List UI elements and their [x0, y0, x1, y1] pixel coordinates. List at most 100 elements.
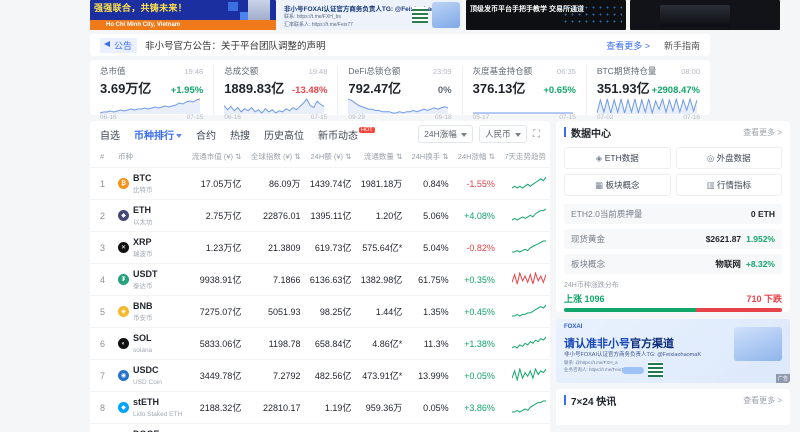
- metric-key: 现货黄金: [571, 234, 606, 244]
- col-header-2[interactable]: 流通市值 (¥) ⇅: [191, 152, 242, 161]
- tab-热搜[interactable]: 热搜: [230, 130, 250, 142]
- coin-name: solana: [133, 347, 153, 355]
- ad-banner-4[interactable]: [630, 0, 780, 30]
- stat-card-1[interactable]: 总成交额 19:48 1889.83亿 -13.48% 06-16 07-15: [213, 65, 337, 121]
- cell-volume24h: 482.56亿: [304, 359, 356, 392]
- coin-icon: ◆: [118, 210, 130, 222]
- table-row[interactable]: 3 ✕ XRP 瑞波币 1.23万亿 21.3809 619.73亿 575.6…: [90, 231, 550, 264]
- sidebar-ad-card[interactable]: FOXAI 请认准非小号官方渠道 非小号FOXAI认证官方商务负责人TG: @F…: [556, 319, 790, 383]
- metric-row[interactable]: ETH2.0当前质押量 0 ETH: [564, 204, 782, 224]
- cell-price: 22876.01: [245, 199, 305, 232]
- table-row[interactable]: 7 ◉ USDC USD Coin 3449.78亿 7.2792 482.56…: [90, 359, 550, 392]
- tab-合约[interactable]: 合约: [196, 130, 216, 142]
- announcement-more-link[interactable]: 查看更多 >: [606, 40, 650, 51]
- stat-card-4[interactable]: BTC期货持仓量 08:00 351.93亿 +2908.47% 07-02 07-1…: [585, 65, 710, 121]
- dc-button-行情指标[interactable]: ▥ 行情指标: [675, 174, 782, 196]
- tab-币种排行[interactable]: 币种排行: [134, 127, 182, 142]
- fullscreen-icon[interactable]: ⛶: [533, 128, 540, 140]
- coin-ranking-panel: 自选 币种排行 合约 热搜 历史高位 新币动态HOT 24H涨幅 人民币 ⛶ # 币种 流通市…: [90, 121, 550, 432]
- currency-select[interactable]: 人民币: [479, 125, 527, 143]
- tab-自选[interactable]: 自选: [100, 130, 120, 142]
- stat-start-date: 05-17: [472, 114, 490, 121]
- announcement-tag: 公告: [100, 37, 138, 53]
- cell-supply: 1981.18万: [355, 166, 407, 200]
- table-row[interactable]: 4 ₮ USDT 泰达币 9938.91亿 7.1866 6136.63亿 13…: [90, 263, 550, 296]
- col-header-1: 币种: [118, 152, 134, 161]
- cell-turnover: 5.04%: [406, 231, 453, 264]
- cell-rank: 1: [90, 166, 115, 200]
- coin-name: 以太坊: [133, 218, 153, 226]
- announcement-tag-label: 公告: [114, 40, 133, 51]
- cell-supply: 1.44亿: [355, 295, 407, 328]
- col-header-7[interactable]: 24H涨幅 ⇅: [457, 152, 495, 161]
- tab-历史高位[interactable]: 历史高位: [264, 130, 304, 142]
- news-more-link[interactable]: 查看更多 >: [743, 395, 782, 405]
- dc-button-ETH数据[interactable]: ◈ ETH数据: [564, 147, 671, 169]
- table-row[interactable]: 1 ₿ BTC 比特币 17.05万亿 86.09万 1439.74亿 1981…: [90, 166, 550, 200]
- dc-button-label: 外盘数据: [716, 153, 751, 163]
- data-center-buttons: ◈ ETH数据 ◎ 外盘数据 ▦ 板块概念 ▥ 行情指标: [556, 143, 790, 204]
- table-row[interactable]: 2 ◆ ETH 以太坊 2.75万亿 22876.01 1395.11亿 1.2…: [90, 199, 550, 232]
- metric-row[interactable]: 板块概念 物联网 +8.32%: [564, 254, 782, 274]
- chevron-down-icon-tab: [176, 133, 182, 138]
- announcement-bar[interactable]: 公告 非小号官方公告：关于平台团队调整的声明 查看更多 > 新手指南: [90, 34, 710, 56]
- cell-coin[interactable]: Ð DOGE 狗狗币: [114, 423, 187, 432]
- data-center-more-link[interactable]: 查看更多 >: [743, 127, 782, 137]
- cell-coin[interactable]: ✕ XRP 瑞波币: [114, 231, 187, 264]
- sidebar-ad-button[interactable]: [622, 367, 644, 374]
- col-header-6[interactable]: 24H换手 ⇅: [411, 152, 449, 161]
- cell-coin[interactable]: ◆ stETH Lido Staked ETH: [114, 391, 187, 424]
- cell-coin[interactable]: ₮ USDT 泰达币: [114, 263, 187, 296]
- dc-button-外盘数据[interactable]: ◎ 外盘数据: [675, 147, 782, 169]
- cell-supply: 473.91亿*: [355, 359, 407, 392]
- cell-volume24h: 1439.74亿: [304, 166, 356, 200]
- cell-coin[interactable]: ₿ BTC 比特币: [114, 166, 187, 200]
- stat-change: -13.48%: [292, 85, 328, 96]
- ad-banner-2[interactable]: 非小号FOXAI认证官方商务负责人TG: @FeixiaohaomaK 联系: …: [280, 0, 462, 30]
- cell-coin[interactable]: ◉ USDC USD Coin: [114, 359, 187, 392]
- col-header-3[interactable]: 全球指数 (¥) ⇅: [250, 152, 301, 161]
- ad-banner-3[interactable]: 顶级发币平台手把手教学 交易所通道: [466, 0, 626, 30]
- stat-card-0[interactable]: 总市值 19:48 3.69万亿 +1.95% 06-16 07-15: [90, 65, 213, 121]
- dc-button-板块概念[interactable]: ▦ 板块概念: [564, 174, 671, 196]
- announcement-text: 非小号官方公告：关于平台团队调整的声明: [145, 41, 326, 52]
- table-row[interactable]: 8 ◆ stETH Lido Staked ETH 2188.32亿 22810…: [90, 391, 550, 424]
- col-header-8[interactable]: 7天走势趋势: [504, 152, 546, 161]
- cell-volume24h: 6136.63亿: [304, 263, 356, 296]
- cell-trend: [498, 423, 550, 432]
- cell-volume24h: 1395.11亿: [304, 199, 356, 232]
- table-row[interactable]: 5 ◈ BNB 币安币 7275.07亿 5051.93 98.25亿 1.44…: [90, 295, 550, 328]
- cell-trend: [498, 263, 550, 296]
- ad-banner-1[interactable]: 强强联合，共铸未来！ Ho Chi Minh City, Vietnam: [90, 0, 276, 30]
- col-header-5[interactable]: 流通数量 ⇅: [363, 152, 403, 161]
- sidebar-ad-monitor-icon: [734, 327, 782, 361]
- stat-card-3[interactable]: 灰度基金持仓额 06:35 376.13亿 +0.65% 05-17 07-15: [461, 65, 586, 121]
- cell-marketcap: 1.23万亿: [186, 231, 246, 264]
- stat-value: 376.13亿: [472, 81, 526, 96]
- table-row[interactable]: 6 ◐ SOL solana 5833.06亿 1198.78 658.84亿 …: [90, 327, 550, 360]
- stat-card-2[interactable]: DeFi总锁仓额 23:09 792.47亿 0% 09-29 09-18: [337, 65, 461, 121]
- sort-select[interactable]: 24H涨幅: [418, 125, 474, 143]
- beginner-guide-link[interactable]: 新手指南: [663, 40, 700, 51]
- col-header-4[interactable]: 24H额 (¥) ⇅: [310, 152, 352, 161]
- data-center-metrics: ETH2.0当前质押量 0 ETH 现货黄金 $2621.87 1.952% 板块概念…: [556, 204, 790, 274]
- coin-name: 比特币: [133, 186, 153, 194]
- stat-change: +0.65%: [543, 85, 576, 96]
- tab-新币动态[interactable]: 新币动态HOT: [318, 126, 375, 142]
- distribution-bar: [564, 308, 782, 312]
- cell-marketcap: 2161.14亿: [186, 423, 246, 432]
- coin-name: 泰达币: [133, 282, 153, 290]
- cell-coin[interactable]: ◈ BNB 币安币: [114, 295, 187, 328]
- cell-marketcap: 2188.32亿: [186, 391, 246, 424]
- cell-rank: 8: [90, 391, 115, 424]
- cell-supply: 1476.75亿: [355, 423, 407, 432]
- metric-value: 0 ETH: [750, 209, 775, 219]
- table-row[interactable]: 9 Ð DOGE 狗狗币 2161.14亿 1.4634 374.62亿 147…: [90, 423, 550, 432]
- cell-supply: 575.64亿*: [355, 231, 407, 264]
- cell-rank: 9: [90, 423, 115, 432]
- cell-coin[interactable]: ◐ SOL solana: [114, 327, 187, 360]
- cell-marketcap: 5833.06亿: [186, 327, 246, 360]
- cell-coin[interactable]: ◆ ETH 以太坊: [114, 199, 187, 232]
- metric-row[interactable]: 现货黄金 $2621.87 1.952%: [564, 229, 782, 249]
